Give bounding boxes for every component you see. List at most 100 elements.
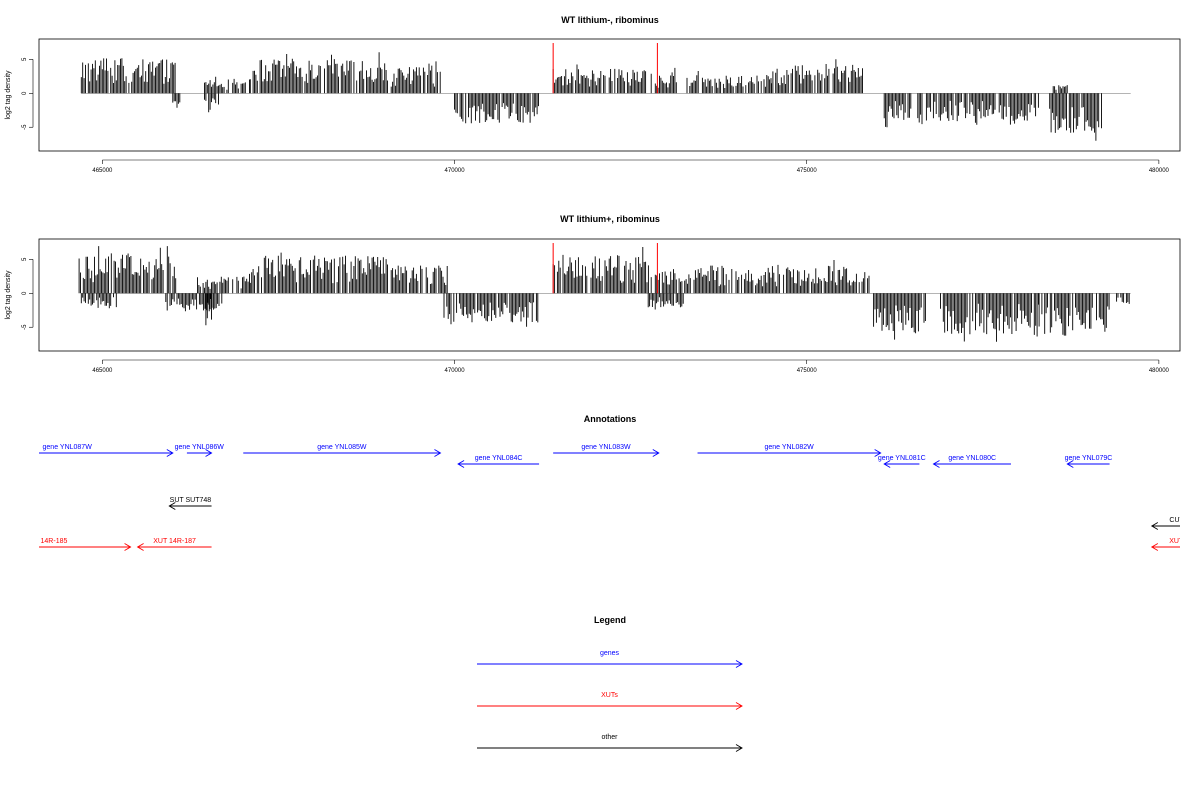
coverage-bars (204, 93, 219, 113)
feature-label: SUT SUT748 (170, 497, 212, 504)
coverage-bars (454, 93, 539, 124)
annotations-panel: Annotations gene YNL087W gene YNL086W gene… (25, 414, 1200, 551)
x-tick-label: 465000 (92, 368, 113, 374)
y-tick-label: -5 (22, 124, 28, 130)
y-axis-label: log2 tag density (5, 70, 12, 120)
coverage-bars (249, 252, 388, 294)
feature-label: gene YNL085W (317, 444, 367, 451)
feature-label: gene YNL079C (1065, 455, 1113, 462)
arrow-head-icon (457, 460, 465, 468)
coverage-bars (552, 247, 652, 294)
y-tick-label: 5 (22, 57, 28, 61)
coverage-bars (1049, 93, 1102, 141)
feature-label: XUT 14R-192 (1169, 538, 1200, 545)
x-tick-label: 470000 (445, 368, 466, 374)
axes-group: 465000 470000 475000 480000 5 0 -5 (22, 57, 1170, 174)
feature-label: XUT 14R-185 (25, 538, 68, 545)
coverage-bars (1038, 293, 1110, 336)
arrow-head-icon (168, 502, 176, 510)
track-title: WT lithium-, ribominus (561, 15, 659, 25)
coverage-bars (940, 293, 1039, 342)
legend-items: genes XUTs other (477, 650, 743, 752)
feature-label: gene YNL084C (475, 455, 523, 462)
coverage-bars (873, 293, 926, 340)
arrow-head-icon (874, 449, 882, 457)
coverage-bars (390, 265, 448, 294)
coverage-bars (205, 293, 212, 326)
annotation-feature: CUT CUT814 (1150, 517, 1200, 530)
track-title: WT lithium+, ribominus (560, 214, 660, 224)
x-tick-label: 470000 (445, 168, 466, 174)
annotation-feature: gene YNL082W (697, 444, 882, 457)
arrow-head-icon (136, 543, 144, 551)
coverage-bars (647, 293, 684, 310)
annotation-feature: gene YNL080C (932, 455, 1011, 468)
arrow-head-icon (205, 449, 213, 457)
y-axis-label: log2 tag density (5, 270, 12, 320)
annotation-features: gene YNL087W gene YNL086W gene YNL085W gene… (25, 444, 1200, 551)
axes-group: 465000 470000 475000 480000 5 0 -5 (22, 257, 1170, 374)
coverage-bars (165, 293, 223, 312)
y-tick-label: 0 (22, 91, 28, 95)
annotation-feature: gene YNL083W (553, 444, 660, 457)
annotation-feature: SUT SUT748 (168, 497, 212, 510)
coverage-bars (390, 61, 441, 94)
arrow-head-icon (124, 543, 132, 551)
x-tick-label: 475000 (797, 168, 818, 174)
coverage-bars (249, 52, 388, 94)
feature-label: gene YNL081C (878, 455, 926, 462)
annotations-title: Annotations (584, 414, 637, 424)
bars-group (78, 246, 1131, 342)
coverage-bars (80, 58, 176, 94)
legend-label: XUTs (601, 692, 618, 699)
annotation-feature: XUT 14R-192 (1150, 538, 1200, 551)
feature-label: gene YNL080C (948, 455, 996, 462)
coverage-bars (1116, 293, 1130, 304)
arrow-head-icon (883, 460, 891, 468)
x-tick-label: 465000 (92, 168, 113, 174)
bars-group (80, 52, 1131, 141)
arrow-head-icon (735, 660, 743, 668)
arrow-head-icon (735, 744, 743, 752)
legend-item: other (477, 734, 743, 752)
x-tick-label: 480000 (1149, 368, 1170, 374)
arrow-head-icon (434, 449, 442, 457)
annotation-arrows: gene YNL087W gene YNL086W gene YNL085W gene… (25, 444, 1200, 551)
feature-label: gene YNL083W (581, 444, 631, 451)
legend-item: XUTs (477, 692, 743, 710)
legend-label: other (602, 734, 619, 741)
coverage-bars (654, 269, 691, 294)
coverage-bars (232, 78, 250, 94)
arrow-head-icon (166, 449, 174, 457)
y-tick-label: 5 (22, 257, 28, 261)
x-tick-label: 475000 (797, 368, 818, 374)
legend-panel: Legend genes XUTs other (477, 615, 743, 752)
feature-label: CUT CUT814 (1169, 517, 1200, 524)
annotation-feature: gene YNL079C (1065, 455, 1113, 468)
coverage-bars (1052, 85, 1068, 94)
y-tick-label: 0 (22, 291, 28, 295)
coverage-bars (232, 273, 250, 294)
y-tick-label: -5 (22, 324, 28, 330)
feature-label: XUT 14R-187 (153, 538, 196, 545)
highlight-markers (552, 43, 658, 94)
coverage-bars (771, 59, 863, 94)
plot-frame (38, 238, 1181, 352)
arrow-head-icon (1066, 460, 1074, 468)
annotation-feature: gene YNL081C (878, 455, 926, 468)
annotation-feature: gene YNL084C (457, 455, 540, 468)
annotation-feature: XUT 14R-187 (136, 538, 212, 551)
annotation-feature: XUT 14R-185 (25, 538, 132, 551)
coverage-bars (654, 67, 677, 94)
coverage-bars (204, 76, 229, 94)
legend-title: Legend (594, 615, 626, 625)
coverage-bars (686, 71, 772, 94)
coverage-bars (883, 93, 923, 128)
plot-frame (38, 38, 1181, 152)
highlight-markers (552, 243, 658, 294)
coverage-bars (443, 293, 539, 327)
feature-label: gene YNL087W (43, 444, 93, 451)
coverage-bars (925, 93, 1039, 125)
legend-label: genes (600, 650, 620, 657)
